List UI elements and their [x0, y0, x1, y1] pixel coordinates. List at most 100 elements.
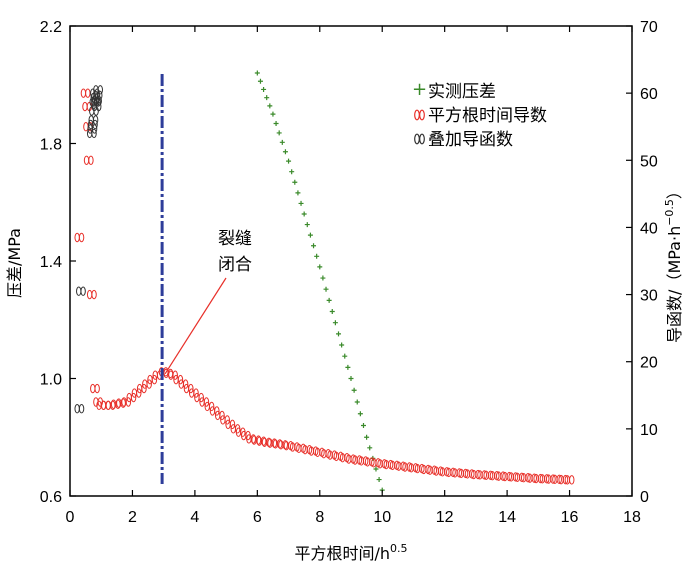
sqrt-derivative-point — [146, 379, 152, 389]
y2-tick-label: 40 — [640, 220, 658, 237]
sqrt-derivative-point — [130, 392, 137, 403]
measured-pressure-point — [279, 139, 285, 145]
x-tick-label: 0 — [66, 509, 75, 526]
superposition-derivative-point — [80, 286, 86, 296]
sqrt-derivative-point — [544, 474, 550, 484]
y-tick-label: 2.2 — [40, 19, 62, 36]
x-tick-label: 2 — [128, 509, 137, 526]
measured-pressure-point — [360, 423, 366, 428]
sqrt-derivative-point — [91, 289, 97, 300]
measured-pressure-point — [307, 232, 313, 238]
sqrt-derivative-point — [556, 474, 562, 485]
superposition-derivative-point — [91, 124, 98, 134]
sqrt-derivative-point — [172, 370, 178, 380]
annotation-line-1: 裂缝 — [218, 229, 252, 249]
sqrt-derivative-point — [151, 374, 158, 385]
series-superposition-derivative — [74, 85, 104, 414]
sqrt-derivative-point — [115, 399, 121, 409]
y-tick-label: 1.8 — [40, 137, 62, 154]
measured-pressure-point — [261, 86, 267, 92]
ticks-layer: 0 2 4 6 8 10 12 14 16 18 0.6 1.0 1.4 1.8 2.2 0 10 20 30 40 5… — [40, 19, 658, 526]
y-axis-title: 压差/MPa — [5, 228, 24, 298]
measured-pressure-point — [267, 103, 273, 109]
x-tick-label: 18 — [623, 509, 641, 526]
legend-item-derivative: 平方根时间导数 — [414, 106, 547, 126]
sqrt-derivative-point — [250, 434, 256, 444]
measured-pressure-point — [273, 121, 279, 127]
y-tick-label: 1.0 — [40, 372, 62, 389]
sqrt-derivative-point — [182, 379, 189, 389]
sqrt-derivative-point — [177, 374, 184, 385]
y2-tick-label: 60 — [640, 86, 658, 103]
measured-pressure-point — [317, 264, 323, 270]
y2-axis-title: 导函数/（MPa·h−0.5） — [663, 183, 684, 343]
series-layer — [74, 70, 575, 493]
measured-pressure-point — [270, 111, 276, 117]
y2-tick-label: 20 — [640, 355, 658, 372]
y2-tick-label: 0 — [640, 489, 649, 506]
sqrt-derivative-point — [229, 419, 236, 430]
measured-pressure-point — [295, 190, 301, 196]
sqrt-derivative-point — [550, 474, 556, 484]
x-tick-label: 12 — [436, 509, 454, 526]
y2-tick-label: 10 — [640, 422, 658, 439]
sqrt-derivative-point — [214, 406, 220, 416]
superposition-derivative-point — [78, 404, 85, 414]
sqrt-derivative-point — [110, 400, 116, 411]
sqrt-derivative-point — [193, 388, 199, 398]
measured-pressure-point — [311, 243, 317, 249]
sqrt-derivative-point — [188, 383, 194, 394]
measured-pressure-point — [367, 445, 373, 451]
series-sqrt-derivative — [74, 88, 575, 485]
sqrt-derivative-point — [219, 410, 225, 421]
superposition-derivative-point — [92, 119, 98, 130]
sqrt-derivative-point — [141, 383, 147, 394]
superposition-derivative-point — [97, 90, 103, 101]
measured-pressure-point — [304, 222, 310, 228]
legend-ring-marker — [419, 133, 425, 145]
y2-tick-label: 50 — [640, 153, 658, 170]
measured-pressure-point — [282, 149, 288, 155]
sqrt-derivative-point — [94, 383, 100, 394]
sqrt-derivative-point — [203, 397, 210, 407]
legend-item-superposition: 叠加导函数 — [414, 130, 513, 150]
superposition-derivative-point — [92, 115, 99, 125]
sqrt-derivative-point — [260, 436, 267, 446]
sqrt-derivative-point — [255, 435, 262, 445]
measured-pressure-point — [292, 179, 298, 185]
measured-pressure-point — [329, 309, 335, 315]
x-tick-label: 10 — [373, 509, 391, 526]
measured-pressure-point — [264, 95, 270, 101]
annotation-leader-line — [164, 277, 227, 375]
x-tick-label: 6 — [253, 509, 262, 526]
sqrt-derivative-point — [136, 388, 142, 398]
x-axis-title: 平方根时间/h0.5 — [294, 542, 407, 563]
superposition-derivative-point — [91, 128, 97, 139]
sqrt-derivative-point — [85, 88, 91, 98]
measured-pressure-point — [326, 297, 332, 303]
measured-pressure-point — [276, 130, 282, 136]
sqrt-derivative-point — [208, 401, 215, 412]
x-tick-label: 8 — [315, 509, 324, 526]
sqrt-derivative-point — [78, 232, 85, 243]
sqrt-derivative-point — [125, 397, 132, 407]
measured-pressure-point — [345, 364, 351, 370]
measured-pressure-point — [336, 331, 342, 337]
legend-plus-marker: + — [412, 79, 427, 100]
sqrt-derivative-point — [537, 473, 544, 484]
measured-pressure-point — [373, 466, 379, 472]
sqrt-derivative-point — [562, 474, 569, 485]
measured-pressure-point — [320, 275, 326, 281]
sqrt-derivative-point — [198, 392, 204, 403]
legend: + 实测压差 平方根时间导数 叠加导函数 — [412, 79, 547, 150]
measured-pressure-point — [323, 286, 329, 292]
legend-label-derivative: 平方根时间导数 — [428, 106, 547, 126]
superposition-derivative-point — [96, 101, 102, 112]
measured-pressure-point — [289, 169, 295, 175]
measured-pressure-point — [376, 477, 382, 483]
legend-label-measured: 实测压差 — [428, 82, 496, 102]
closure-annotation: 裂缝 闭合 — [164, 229, 252, 375]
annotation-line-2: 闭合 — [218, 255, 252, 275]
